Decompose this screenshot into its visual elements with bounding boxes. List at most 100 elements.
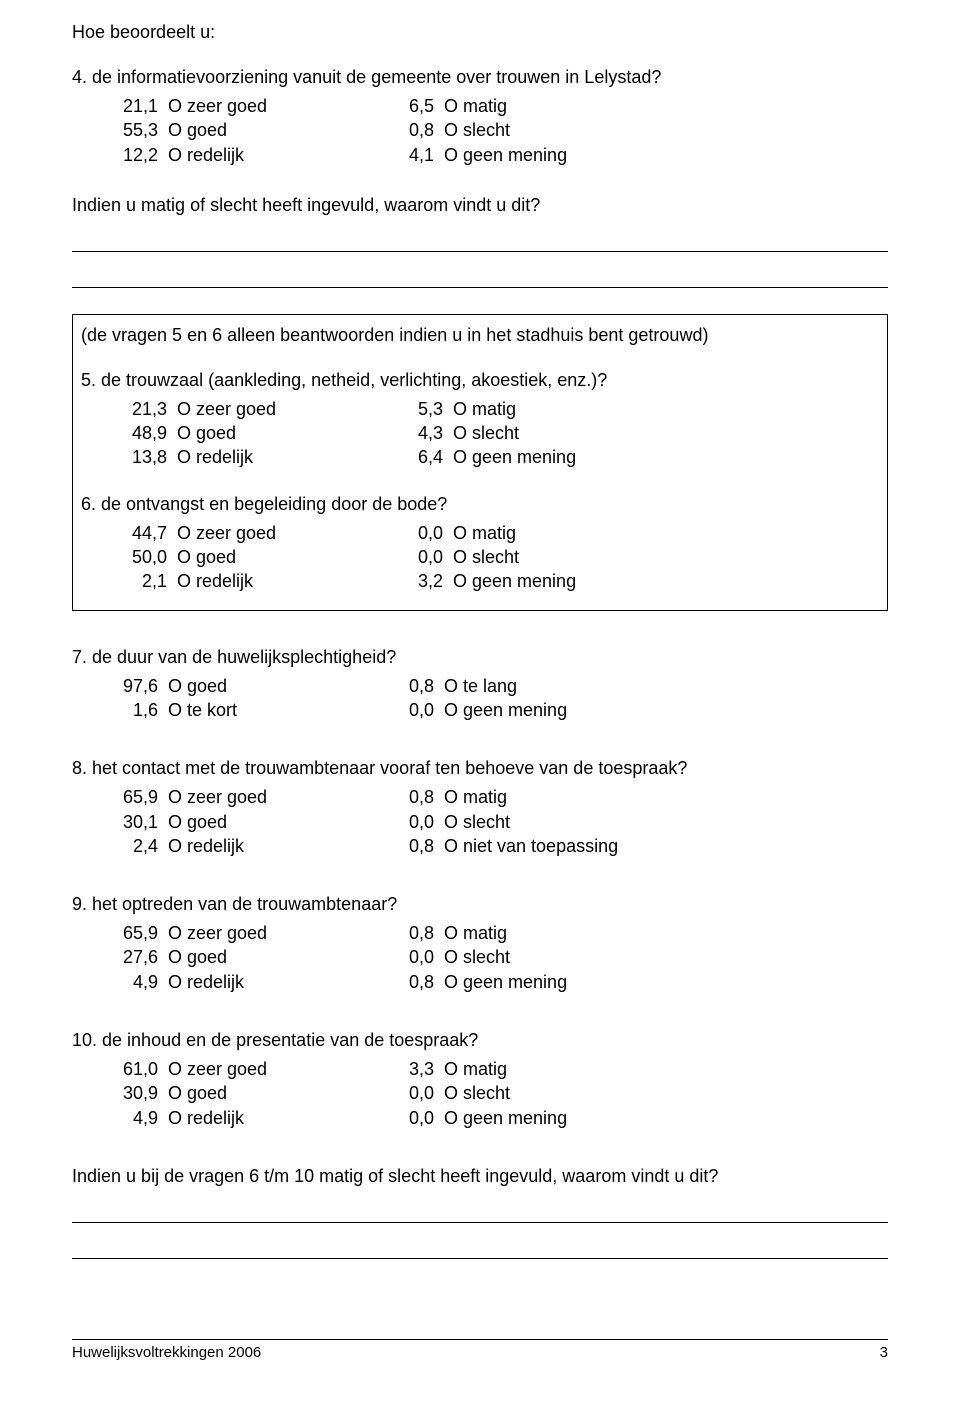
footer: Huwelijksvoltrekkingen 2006 3	[72, 1339, 888, 1361]
followup-2: Indien u bij de vragen 6 t/m 10 matig of…	[72, 1166, 888, 1187]
option-label: O niet van toepassing	[444, 834, 888, 858]
value: 0,0	[388, 1106, 444, 1130]
page: Hoe beoordeelt u: 4. de informatievoorzi…	[0, 0, 960, 1383]
write-line	[72, 260, 888, 288]
q4-options: 21,1 O zeer goed 6,5 O matig 55,3 O goed…	[72, 94, 888, 167]
followup-1: Indien u matig of slecht heeft ingevuld,…	[72, 195, 888, 216]
value: 65,9	[112, 921, 168, 945]
q5-title: 5. de trouwzaal (aankleding, netheid, ve…	[81, 370, 879, 391]
option-label: O goed	[177, 421, 397, 445]
option-label: O matig	[453, 397, 879, 421]
value: 97,6	[112, 674, 168, 698]
option-row: 61,0 O zeer goed 3,3 O matig	[112, 1057, 888, 1081]
option-row: 2,1 O redelijk 3,2 O geen mening	[121, 569, 879, 593]
value: 0,0	[388, 945, 444, 969]
option-row: 50,0 O goed 0,0 O slecht	[121, 545, 879, 569]
option-label: O matig	[453, 521, 879, 545]
value: 21,3	[121, 397, 177, 421]
write-line	[72, 224, 888, 252]
boxed-section: (de vragen 5 en 6 alleen beantwoorden in…	[72, 314, 888, 611]
option-label: O redelijk	[168, 143, 388, 167]
value: 55,3	[112, 118, 168, 142]
value: 0,8	[388, 921, 444, 945]
value: 12,2	[112, 143, 168, 167]
option-label: O geen mening	[444, 143, 888, 167]
page-number: 3	[880, 1344, 888, 1361]
option-label: O te lang	[444, 674, 888, 698]
option-label: O matig	[444, 921, 888, 945]
option-row: 27,6 O goed 0,0 O slecht	[112, 945, 888, 969]
option-label: O redelijk	[177, 569, 397, 593]
option-label: O goed	[177, 545, 397, 569]
value: 65,9	[112, 785, 168, 809]
option-label: O redelijk	[177, 445, 397, 469]
q8-options: 65,9 O zeer goed 0,8 O matig 30,1 O goed…	[72, 785, 888, 858]
value: 2,1	[121, 569, 177, 593]
value: 13,8	[121, 445, 177, 469]
value: 0,0	[388, 810, 444, 834]
footer-left: Huwelijksvoltrekkingen 2006	[72, 1344, 261, 1361]
option-row: 12,2 O redelijk 4,1 O geen mening	[112, 143, 888, 167]
option-row: 97,6 O goed 0,8 O te lang	[112, 674, 888, 698]
value: 5,3	[397, 397, 453, 421]
value: 4,3	[397, 421, 453, 445]
heading: Hoe beoordeelt u:	[72, 22, 888, 43]
option-label: O geen mening	[444, 1106, 888, 1130]
value: 27,6	[112, 945, 168, 969]
option-row: 1,6 O te kort 0,0 O geen mening	[112, 698, 888, 722]
value: 0,8	[388, 970, 444, 994]
value: 1,6	[112, 698, 168, 722]
option-label: O redelijk	[168, 834, 388, 858]
value: 4,9	[112, 1106, 168, 1130]
value: 4,1	[388, 143, 444, 167]
q6-options: 44,7 O zeer goed 0,0 O matig 50,0 O goed…	[81, 521, 879, 594]
q10-options: 61,0 O zeer goed 3,3 O matig 30,9 O goed…	[72, 1057, 888, 1130]
value: 0,0	[397, 521, 453, 545]
q8-title: 8. het contact met de trouwambtenaar voo…	[72, 758, 888, 779]
option-row: 4,9 O redelijk 0,0 O geen mening	[112, 1106, 888, 1130]
value: 0,8	[388, 785, 444, 809]
option-row: 44,7 O zeer goed 0,0 O matig	[121, 521, 879, 545]
option-row: 13,8 O redelijk 6,4 O geen mening	[121, 445, 879, 469]
option-row: 30,1 O goed 0,0 O slecht	[112, 810, 888, 834]
option-row: 30,9 O goed 0,0 O slecht	[112, 1081, 888, 1105]
option-label: O zeer goed	[168, 921, 388, 945]
q7-options: 97,6 O goed 0,8 O te lang 1,6 O te kort …	[72, 674, 888, 723]
option-label: O redelijk	[168, 970, 388, 994]
q9-title: 9. het optreden van de trouwambtenaar?	[72, 894, 888, 915]
value: 4,9	[112, 970, 168, 994]
option-label: O slecht	[453, 545, 879, 569]
option-row: 4,9 O redelijk 0,8 O geen mening	[112, 970, 888, 994]
value: 0,8	[388, 118, 444, 142]
option-row: 65,9 O zeer goed 0,8 O matig	[112, 921, 888, 945]
q6-title: 6. de ontvangst en begeleiding door de b…	[81, 494, 879, 515]
option-row: 21,3 O zeer goed 5,3 O matig	[121, 397, 879, 421]
value: 48,9	[121, 421, 177, 445]
option-label: O zeer goed	[177, 521, 397, 545]
value: 3,3	[388, 1057, 444, 1081]
option-label: O goed	[168, 945, 388, 969]
value: 3,2	[397, 569, 453, 593]
write-line	[72, 1195, 888, 1223]
option-label: O geen mening	[453, 445, 879, 469]
option-label: O goed	[168, 1081, 388, 1105]
write-line	[72, 1231, 888, 1259]
option-row: 65,9 O zeer goed 0,8 O matig	[112, 785, 888, 809]
value: 30,1	[112, 810, 168, 834]
option-label: O geen mening	[453, 569, 879, 593]
q4-title: 4. de informatievoorziening vanuit de ge…	[72, 67, 888, 88]
value: 61,0	[112, 1057, 168, 1081]
value: 0,8	[388, 834, 444, 858]
value: 2,4	[112, 834, 168, 858]
value: 21,1	[112, 94, 168, 118]
option-label: O goed	[168, 674, 388, 698]
value: 0,0	[397, 545, 453, 569]
value: 44,7	[121, 521, 177, 545]
option-label: O slecht	[444, 118, 888, 142]
q5-options: 21,3 O zeer goed 5,3 O matig 48,9 O goed…	[81, 397, 879, 470]
value: 0,0	[388, 698, 444, 722]
value: 0,8	[388, 674, 444, 698]
option-row: 55,3 O goed 0,8 O slecht	[112, 118, 888, 142]
option-row: 48,9 O goed 4,3 O slecht	[121, 421, 879, 445]
option-label: O slecht	[444, 1081, 888, 1105]
